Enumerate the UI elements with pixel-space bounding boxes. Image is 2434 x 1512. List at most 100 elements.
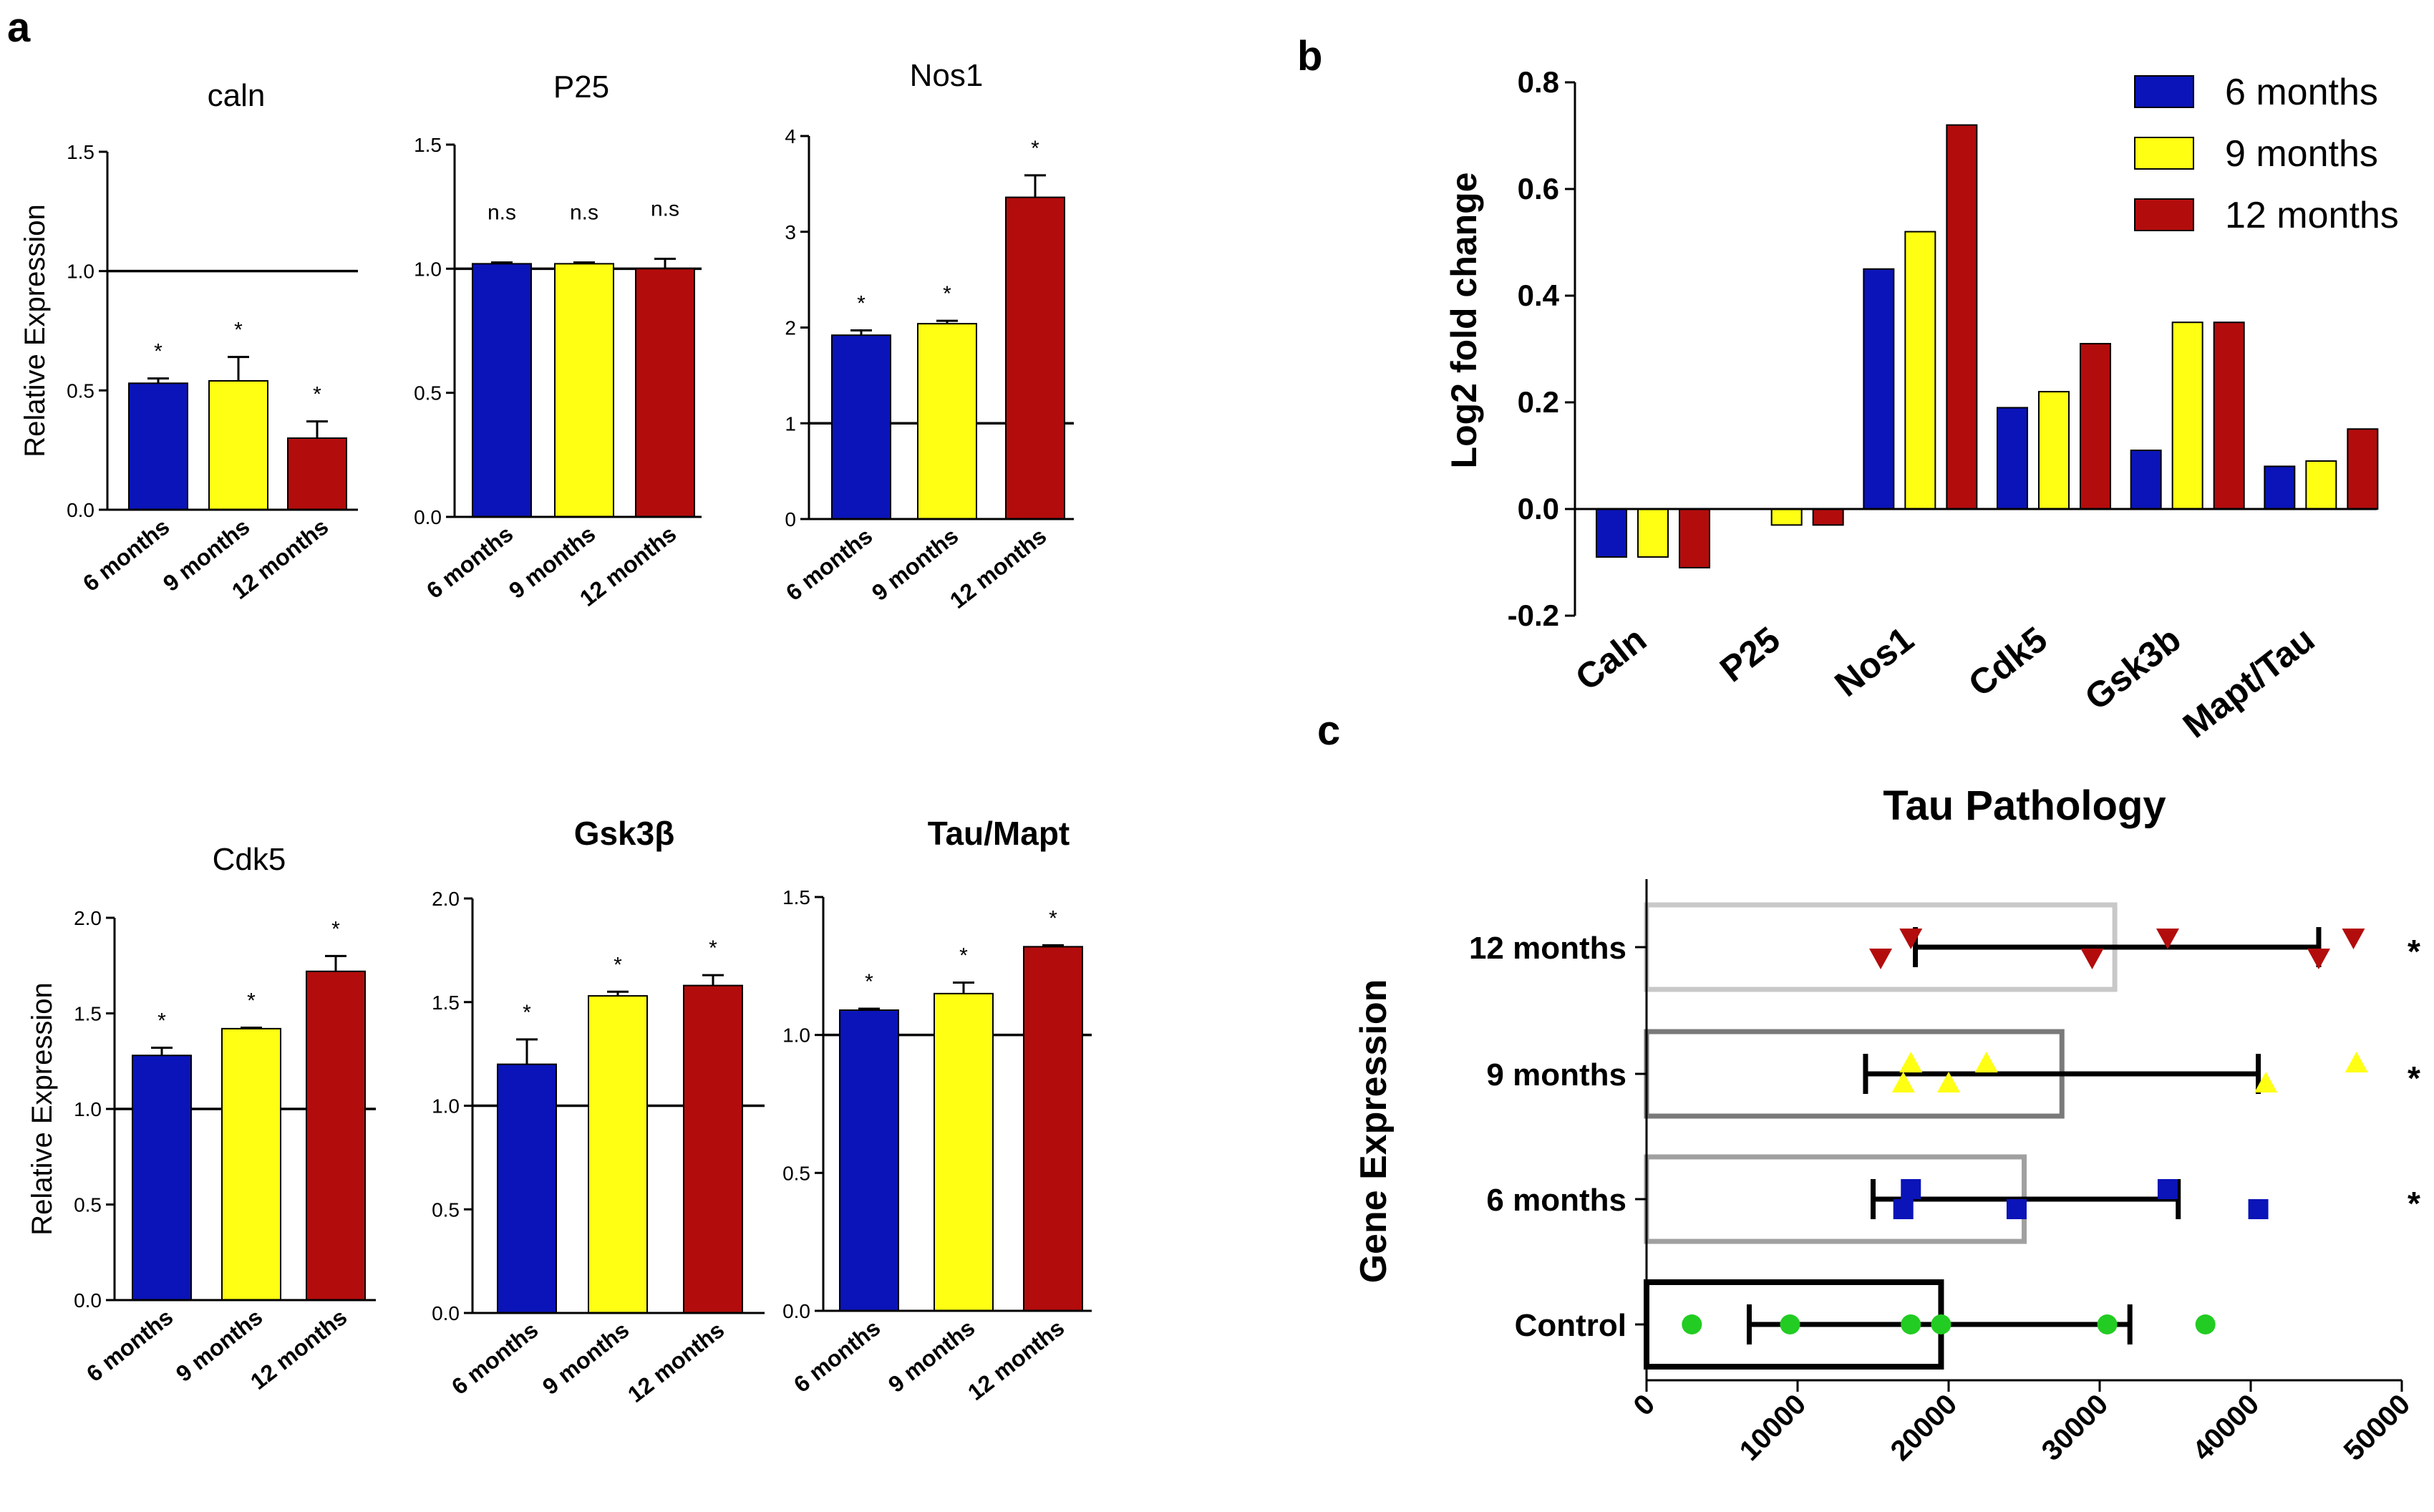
significance-label: * xyxy=(943,282,951,306)
significance-label: * xyxy=(331,917,340,941)
data-point xyxy=(1899,929,1923,949)
legend-swatch xyxy=(2134,75,2194,108)
data-point xyxy=(1937,1072,1960,1092)
significance-label: * xyxy=(1049,906,1057,930)
data-point xyxy=(1893,1199,1914,1219)
significance-label: * xyxy=(857,292,866,316)
x-tick-label: 40000 xyxy=(2187,1388,2266,1467)
data-point xyxy=(1869,949,1893,969)
bar xyxy=(1812,508,1844,526)
bar xyxy=(1863,268,1895,510)
y-tick-label: 0.0 xyxy=(414,506,442,528)
bar xyxy=(1946,124,1978,510)
y-tick-label: 0.5 xyxy=(74,1194,102,1216)
x-tick-label: 50000 xyxy=(2338,1388,2417,1467)
data-point xyxy=(2254,1072,2278,1092)
chart-tau-pathology: Tau Pathology Control 6 months * 9 months * 12… xyxy=(1353,782,2420,1467)
chart-cdk5: Cdk5*6 months*9 months*12 months0.00.51.… xyxy=(26,842,376,1395)
panel-label-c: c xyxy=(1317,707,1340,754)
y-tick-label: 3 xyxy=(785,221,796,243)
y-tick-label: 1.5 xyxy=(74,1003,102,1025)
bar xyxy=(2305,460,2337,510)
data-point xyxy=(1901,1179,1921,1199)
x-tick-label: 12 months xyxy=(945,523,1051,614)
significance-label: * xyxy=(865,970,873,994)
y-axis-label: Relative Expression xyxy=(19,204,51,457)
x-tick-label: 0 xyxy=(1628,1388,1662,1422)
bar xyxy=(132,1055,192,1301)
bar xyxy=(287,437,347,510)
y-tick-label: 0.8 xyxy=(1518,65,1559,99)
y-tick-label: 0.5 xyxy=(414,382,442,404)
bar xyxy=(2347,428,2379,510)
significance-label: * xyxy=(2408,1060,2420,1097)
y-tick-label: 1.0 xyxy=(782,1024,810,1047)
bar xyxy=(588,995,648,1314)
bar xyxy=(1770,508,1803,526)
bar xyxy=(1679,508,1710,568)
bar xyxy=(2264,465,2296,510)
bar xyxy=(917,323,977,520)
y-tick-label: 9 months xyxy=(1486,1057,1626,1092)
significance-label: n.s xyxy=(651,197,679,220)
data-point xyxy=(1682,1314,1702,1334)
y-tick-label: 1.0 xyxy=(67,261,94,283)
chart-title: caln xyxy=(208,78,266,113)
y-tick-label: 0.2 xyxy=(1518,385,1559,419)
y-tick-label: 1.0 xyxy=(432,1095,460,1118)
bar xyxy=(306,970,366,1301)
bar xyxy=(1904,231,1936,510)
y-tick-label: 1.0 xyxy=(74,1098,102,1120)
significance-label: * xyxy=(313,383,321,407)
y-tick-label: -0.2 xyxy=(1508,598,1559,632)
y-tick-label: 6 months xyxy=(1486,1183,1626,1218)
x-tick-label: 6 months xyxy=(447,1317,543,1400)
y-tick-label: 1.0 xyxy=(414,258,442,280)
y-tick-label: 2.0 xyxy=(74,907,102,929)
legend-swatch xyxy=(2134,198,2194,231)
x-tick-label: Cdk5 xyxy=(1961,619,2055,704)
x-tick-label: 6 months xyxy=(781,523,877,606)
x-tick-label: 6 months xyxy=(789,1314,885,1397)
chart-caln: caln*6 months*9 months*12 months0.00.51.… xyxy=(19,78,358,604)
y-axis-label: Relative Expression xyxy=(26,982,58,1236)
legend-entry: 9 months xyxy=(2225,133,2378,175)
data-point xyxy=(2248,1199,2269,1219)
y-tick-label: 0.0 xyxy=(1518,492,1559,525)
data-point xyxy=(2307,949,2330,969)
x-tick-label: 10000 xyxy=(1734,1388,1813,1467)
x-tick-label: 30000 xyxy=(2036,1388,2115,1467)
bar xyxy=(2213,321,2245,510)
bar xyxy=(497,1063,557,1314)
significance-label: * xyxy=(157,1009,166,1033)
legend-entry: 6 months xyxy=(2225,72,2378,113)
significance-label: n.s xyxy=(488,201,516,225)
bar xyxy=(472,263,532,518)
significance-label: * xyxy=(154,340,163,364)
chart-log2-fold-change: -0.2 0.0 0.2 0.4 0.6 0.8 Caln P25 Nos1 Cdk5 Gsk3bM… xyxy=(1444,65,2399,745)
x-tick-label: Gsk3b xyxy=(2077,619,2188,718)
chart-title: Cdk5 xyxy=(213,842,286,877)
data-point xyxy=(2156,929,2179,949)
bar xyxy=(635,268,695,518)
chart-title: P25 xyxy=(553,69,609,105)
bar xyxy=(831,334,891,520)
data-point xyxy=(1974,1052,1998,1072)
x-tick-label: 12 months xyxy=(623,1317,729,1407)
chart-title: Gsk3β xyxy=(574,815,675,852)
bar xyxy=(683,984,743,1314)
bar xyxy=(934,992,994,1312)
significance-label: * xyxy=(247,989,256,1013)
panel-label-b: b xyxy=(1297,33,1322,79)
y-tick-label: 0.0 xyxy=(432,1302,460,1324)
data-point xyxy=(1901,1314,1921,1334)
y-tick-label: 0.5 xyxy=(432,1198,460,1221)
bar xyxy=(2080,343,2111,510)
y-tick-label: 0.6 xyxy=(1518,172,1559,205)
chart-title: Tau Pathology xyxy=(1883,782,2166,829)
bar xyxy=(839,1009,899,1312)
y-tick-label: 0 xyxy=(785,508,796,530)
legend-entry: 12 months xyxy=(2225,195,2399,236)
significance-label: * xyxy=(234,319,243,342)
